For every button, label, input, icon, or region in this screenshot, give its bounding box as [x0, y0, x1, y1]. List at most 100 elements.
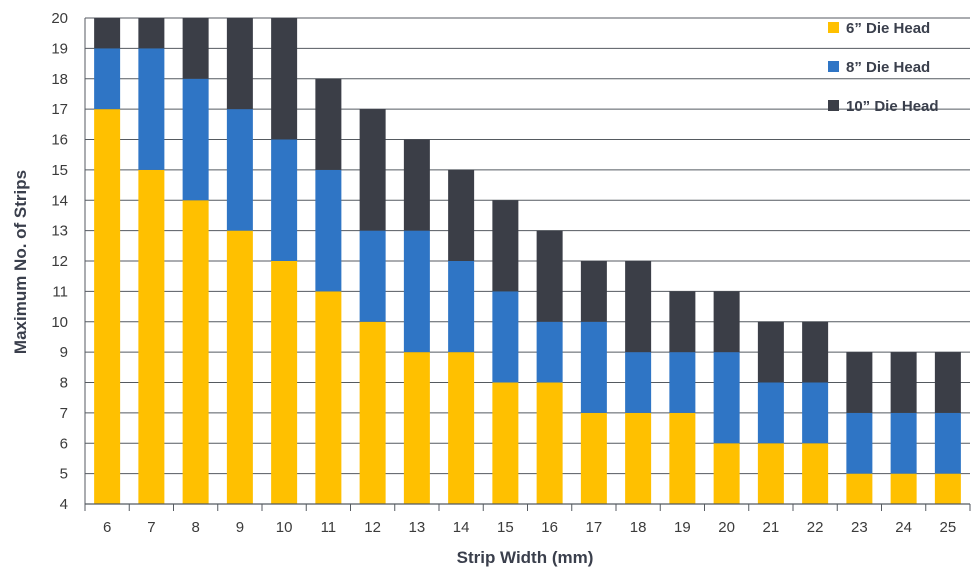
bar-6in-die-head [448, 352, 475, 504]
bar-10in-die-head [934, 352, 961, 413]
legend-swatch [828, 61, 839, 72]
bar-10in-die-head [713, 291, 740, 353]
bar-10in-die-head [448, 169, 475, 261]
bar-6in-die-head [580, 412, 607, 504]
x-tick-labels: 6 7 8 9 10 11 12 13 14 15 16 17 18 19 20 21 22 23 24 25 [103, 519, 956, 536]
x-tick-label: 17 [586, 519, 603, 536]
x-tick-label: 13 [409, 519, 426, 536]
x-tick-label: 25 [940, 519, 957, 536]
bar-10in-die-head [271, 18, 298, 140]
legend-swatch [828, 22, 839, 33]
legend: 6” Die Head 8” Die Head 10” Die Head [828, 20, 939, 115]
bar-6in-die-head [846, 473, 873, 504]
bar-8in-die-head [757, 382, 784, 444]
x-tick-label: 16 [541, 519, 558, 536]
bar-8in-die-head [94, 48, 121, 110]
x-tick-label: 8 [191, 519, 199, 536]
bar-10in-die-head [403, 139, 430, 231]
bar-6in-die-head [802, 443, 829, 504]
legend-swatch [828, 100, 839, 111]
bar-8in-die-head [182, 78, 209, 201]
gridlines [85, 17, 970, 505]
legend-item-6in: 6” Die Head [828, 20, 930, 37]
bar-6in-die-head [536, 382, 563, 504]
y-tick-label: 11 [52, 283, 68, 300]
bar-8in-die-head [625, 352, 652, 413]
bar-6in-die-head [271, 261, 298, 504]
x-tick-label: 20 [718, 519, 735, 536]
bar-8in-die-head [934, 412, 961, 474]
y-tick-label: 4 [60, 496, 68, 513]
legend-label: 8” Die Head [846, 59, 930, 76]
x-tick-label: 10 [276, 519, 293, 536]
y-tick-label: 6 [60, 435, 68, 452]
bar-10in-die-head [802, 321, 829, 383]
x-tick-label: 7 [147, 519, 155, 536]
bars [94, 18, 961, 504]
x-tick-label: 9 [236, 519, 244, 536]
bar-6in-die-head [492, 382, 519, 504]
y-tick-label: 17 [51, 101, 68, 118]
x-tick-label: 21 [763, 519, 780, 536]
y-tick-label: 16 [51, 132, 68, 149]
bar-10in-die-head [226, 18, 253, 110]
bar-10in-die-head [669, 291, 696, 353]
bar-6in-die-head [359, 321, 386, 504]
bar-8in-die-head [492, 291, 519, 383]
bar-8in-die-head [669, 352, 696, 413]
bar-8in-die-head [315, 169, 342, 292]
x-tick-label: 14 [453, 519, 470, 536]
y-tick-labels: 4 5 6 7 8 9 10 11 12 13 14 15 16 17 18 19 20 [51, 10, 68, 513]
bar-6in-die-head [934, 473, 961, 504]
bar-6in-die-head [713, 443, 740, 504]
bar-10in-die-head [536, 230, 563, 322]
legend-item-8in: 8” Die Head [828, 59, 930, 76]
x-tick-label: 12 [364, 519, 381, 536]
bar-8in-die-head [580, 321, 607, 413]
bar-8in-die-head [138, 48, 165, 170]
bar-8in-die-head [403, 230, 430, 353]
x-tick-label: 22 [807, 519, 824, 536]
x-tick-label: 23 [851, 519, 868, 536]
bar-8in-die-head [359, 230, 386, 322]
x-tick-label: 15 [497, 519, 514, 536]
x-tick-label: 24 [895, 519, 912, 536]
y-tick-label: 10 [51, 314, 68, 331]
bar-10in-die-head [94, 18, 121, 49]
bar-8in-die-head [713, 352, 740, 444]
y-axis-title: Maximum No. of Strips [11, 170, 30, 354]
y-tick-label: 8 [60, 375, 68, 392]
bar-6in-die-head [226, 230, 253, 504]
bar-6in-die-head [315, 291, 342, 504]
bar-8in-die-head [271, 139, 298, 261]
x-axis-title: Strip Width (mm) [457, 548, 594, 567]
bar-10in-die-head [580, 261, 607, 322]
axes [84, 18, 971, 511]
x-tick-label: 11 [321, 519, 337, 536]
bar-10in-die-head [492, 200, 519, 292]
bar-8in-die-head [846, 412, 873, 474]
bar-8in-die-head [802, 382, 829, 444]
y-tick-label: 13 [51, 223, 68, 240]
y-tick-label: 18 [51, 71, 68, 88]
bar-10in-die-head [625, 261, 652, 353]
legend-label: 6” Die Head [846, 20, 930, 37]
bar-6in-die-head [94, 109, 121, 504]
bar-6in-die-head [138, 169, 165, 504]
bar-6in-die-head [757, 443, 784, 504]
bar-6in-die-head [182, 200, 209, 504]
legend-item-10in: 10” Die Head [828, 98, 939, 115]
x-tick-label: 6 [103, 519, 111, 536]
bar-10in-die-head [359, 109, 386, 231]
bar-6in-die-head [669, 412, 696, 504]
bar-8in-die-head [226, 109, 253, 231]
y-tick-label: 5 [60, 466, 68, 483]
bar-10in-die-head [890, 352, 917, 413]
bar-10in-die-head [138, 18, 165, 49]
bar-8in-die-head [890, 412, 917, 474]
bar-6in-die-head [403, 352, 430, 504]
x-tick-label: 19 [674, 519, 691, 536]
y-tick-label: 15 [51, 162, 68, 179]
y-tick-label: 12 [51, 253, 68, 270]
